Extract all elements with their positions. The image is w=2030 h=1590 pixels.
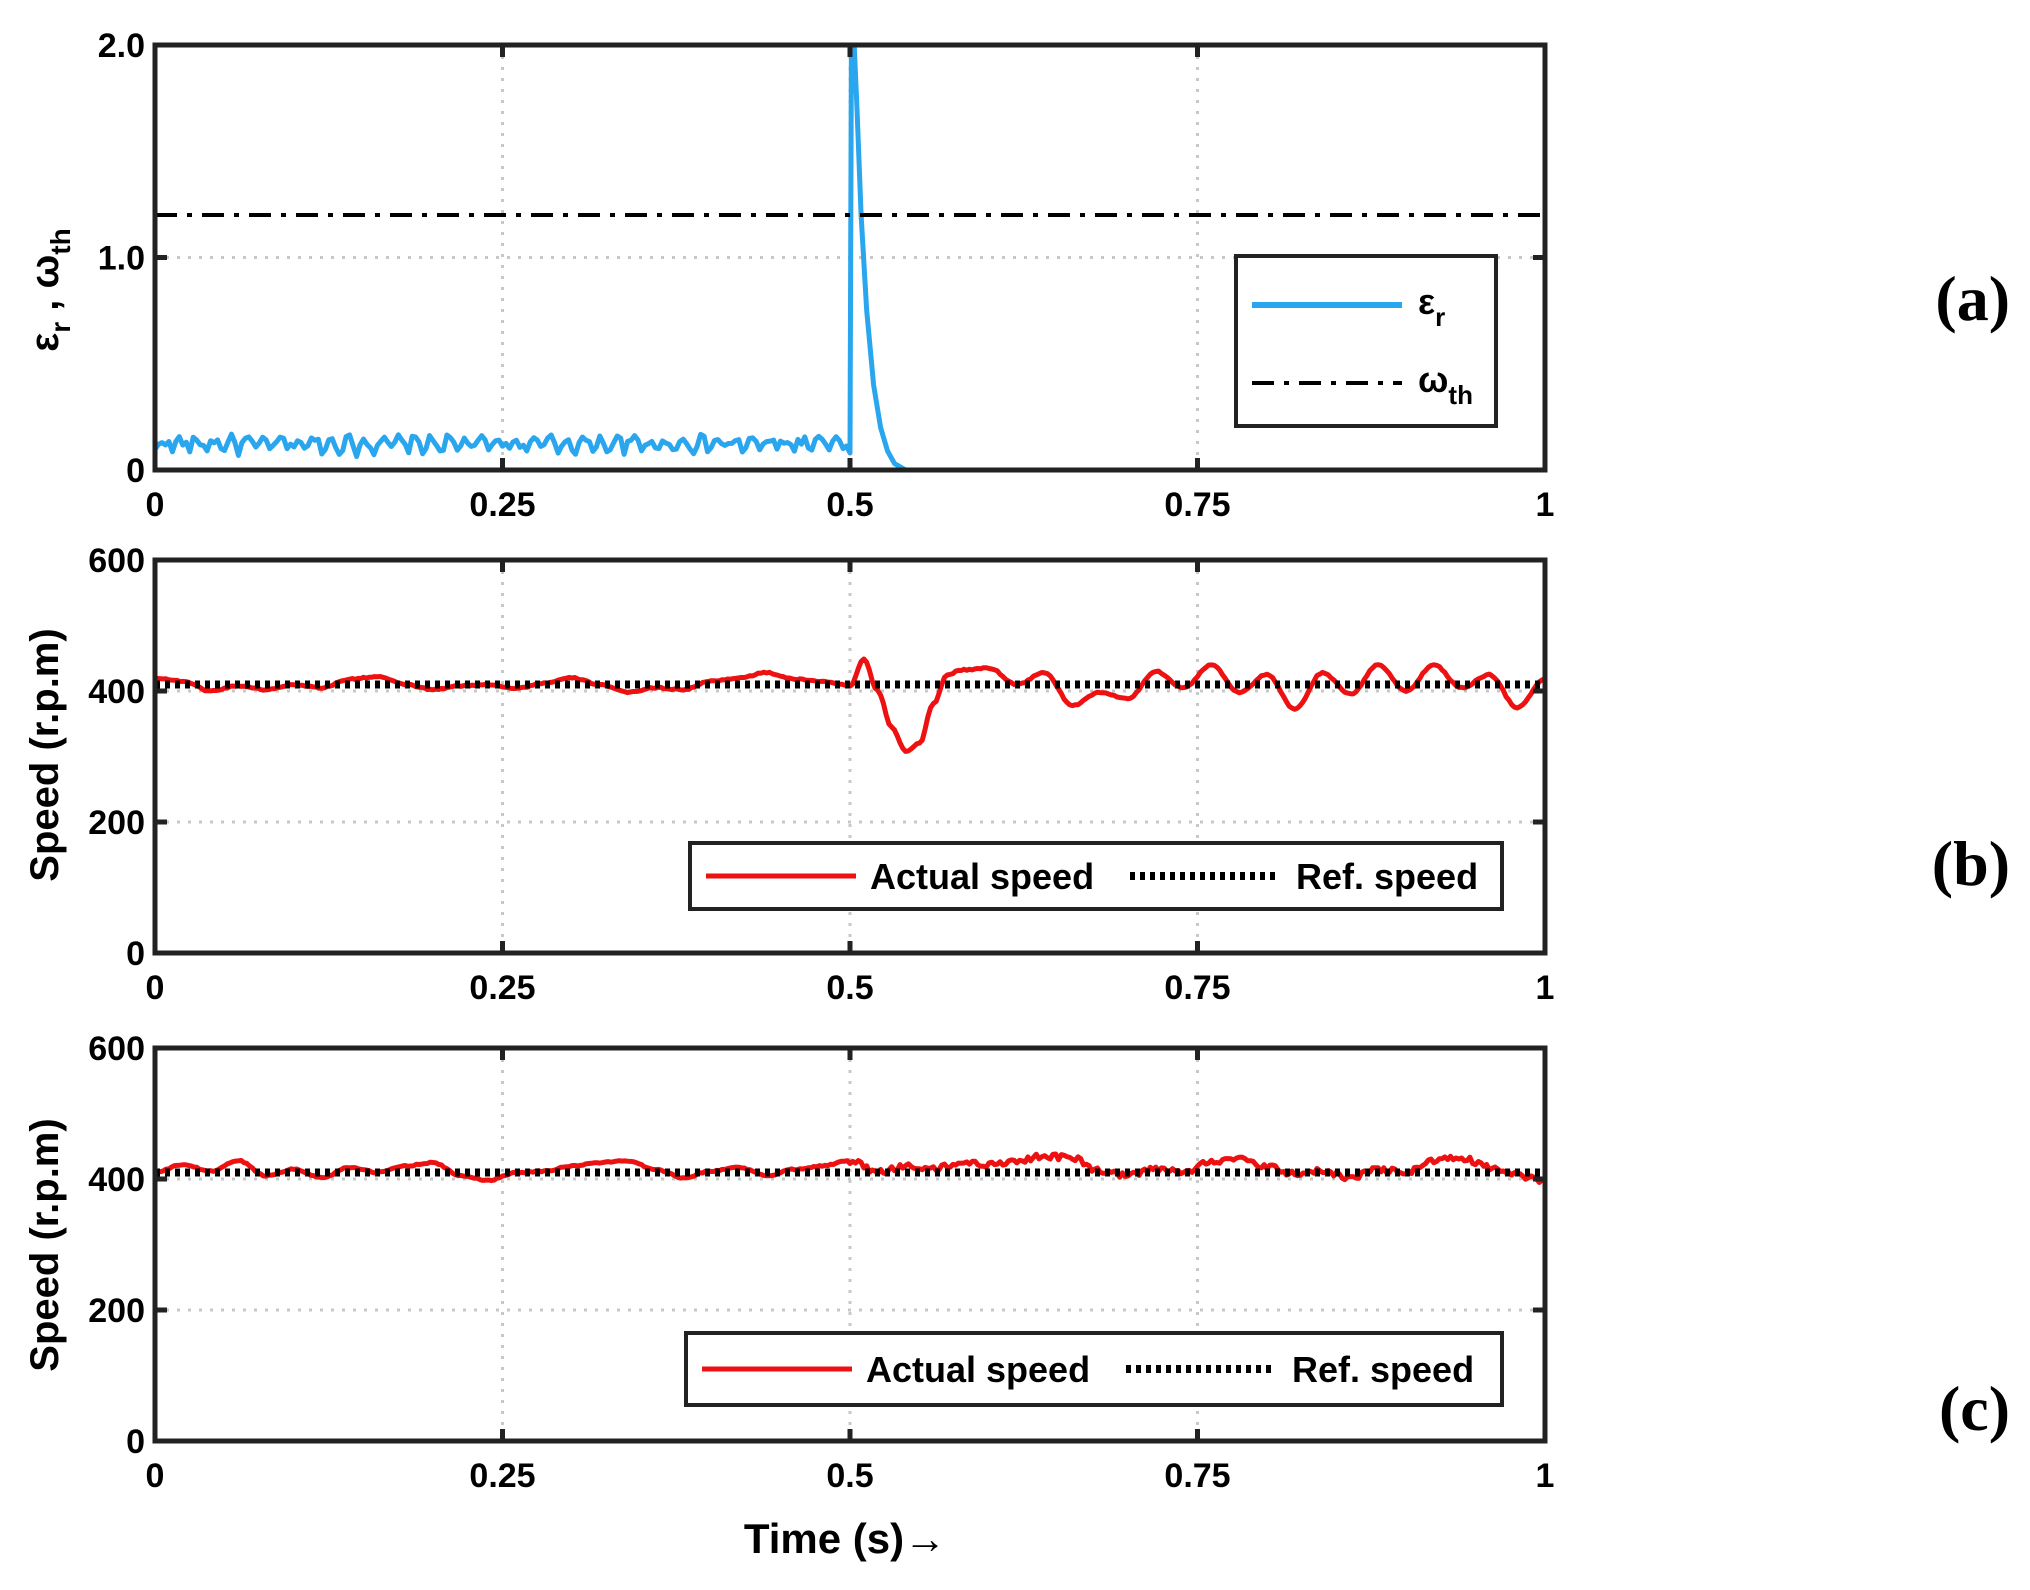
panel-a: 0 0.25 0.5 0.75 1 0 1.0 2.0 εr , ωth εr ωth (a) xyxy=(23,27,2010,524)
y-tick-label: 600 xyxy=(88,542,145,580)
x-tick-label: 1 xyxy=(1536,486,1555,524)
panel-a-legend-box xyxy=(1234,254,1498,428)
x-tick-label: 0.75 xyxy=(1164,969,1230,1007)
panel-c-legend-actual-label: Actual speed xyxy=(866,1349,1090,1390)
panel-c: 0 0.25 0.5 0.75 1 0 200 400 600 Speed (r.p.m) Ac… xyxy=(23,1030,2010,1562)
y-tick-label: 200 xyxy=(88,804,145,842)
legend-epsilon-label: εr xyxy=(1418,281,1445,332)
panel-c-legend: Actual speed Ref. speed xyxy=(684,1331,1504,1407)
x-tick-label: 0.75 xyxy=(1164,1457,1230,1495)
x-tick-label: 1 xyxy=(1536,969,1555,1007)
legend-omega-label: ωth xyxy=(1418,359,1473,410)
panel-c-y-label: Speed (r.p.m) xyxy=(23,1118,67,1371)
x-tick-label: 0.5 xyxy=(826,1457,873,1495)
y-tick-label: 0 xyxy=(126,1423,145,1461)
panel-b-legend-ref-label: Ref. speed xyxy=(1296,856,1478,897)
panel-a-label: (a) xyxy=(1935,263,2010,334)
panel-b-y-label: Speed (r.p.m) xyxy=(23,628,67,881)
x-tick-label: 0.5 xyxy=(826,969,873,1007)
panel-b: 0 0.25 0.5 0.75 1 0 200 400 600 Speed (r.p.m) Ac… xyxy=(23,542,2010,1007)
panel-b-legend-actual-label: Actual speed xyxy=(870,856,1094,897)
y-tick-label: 600 xyxy=(88,1030,145,1068)
x-tick-label: 0.25 xyxy=(469,1457,535,1495)
panel-c-label: (c) xyxy=(1939,1373,2010,1444)
y-tick-label: 200 xyxy=(88,1292,145,1330)
x-tick-label: 0.25 xyxy=(469,486,535,524)
panel-b-label: (b) xyxy=(1932,828,2010,899)
y-tick-label: 400 xyxy=(88,1161,145,1199)
series-line xyxy=(152,42,1545,473)
y-tick-label: 400 xyxy=(88,673,145,711)
y-tick-label: 1.0 xyxy=(98,240,145,278)
x-tick-label: 1 xyxy=(1536,1457,1555,1495)
y-tick-label: 0 xyxy=(126,452,145,490)
x-tick-label: 0.5 xyxy=(826,486,873,524)
y-tick-label: 0 xyxy=(126,935,145,973)
x-tick-label: 0 xyxy=(146,969,165,1007)
x-tick-label: 0 xyxy=(146,486,165,524)
x-axis-label: Time (s)→ xyxy=(744,1515,946,1562)
panel-a-y-label: εr , ωth xyxy=(23,228,76,351)
x-tick-label: 0.75 xyxy=(1164,486,1230,524)
y-tick-label: 2.0 xyxy=(98,27,145,65)
x-tick-label: 0 xyxy=(146,1457,165,1495)
panel-a-legend: εr ωth xyxy=(1234,254,1498,428)
panel-b-legend: Actual speed Ref. speed xyxy=(688,841,1504,911)
x-tick-label: 0.25 xyxy=(469,969,535,1007)
panel-c-legend-ref-label: Ref. speed xyxy=(1292,1349,1474,1390)
